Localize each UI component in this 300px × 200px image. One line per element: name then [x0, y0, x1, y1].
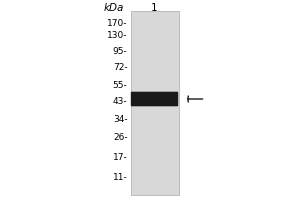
Text: 130-: 130-: [107, 30, 128, 40]
Text: 17-: 17-: [113, 154, 128, 162]
Text: 43-: 43-: [113, 97, 128, 106]
Text: 170-: 170-: [107, 19, 128, 27]
Text: 11-: 11-: [113, 174, 128, 182]
Text: 1: 1: [151, 3, 158, 13]
Text: 55-: 55-: [113, 81, 128, 90]
Text: 95-: 95-: [113, 46, 128, 55]
Text: 34-: 34-: [113, 114, 128, 123]
Text: 72-: 72-: [113, 62, 128, 72]
FancyBboxPatch shape: [131, 92, 178, 106]
Text: 26-: 26-: [113, 133, 128, 142]
Bar: [130, 11, 178, 195]
Text: kDa: kDa: [104, 3, 124, 13]
